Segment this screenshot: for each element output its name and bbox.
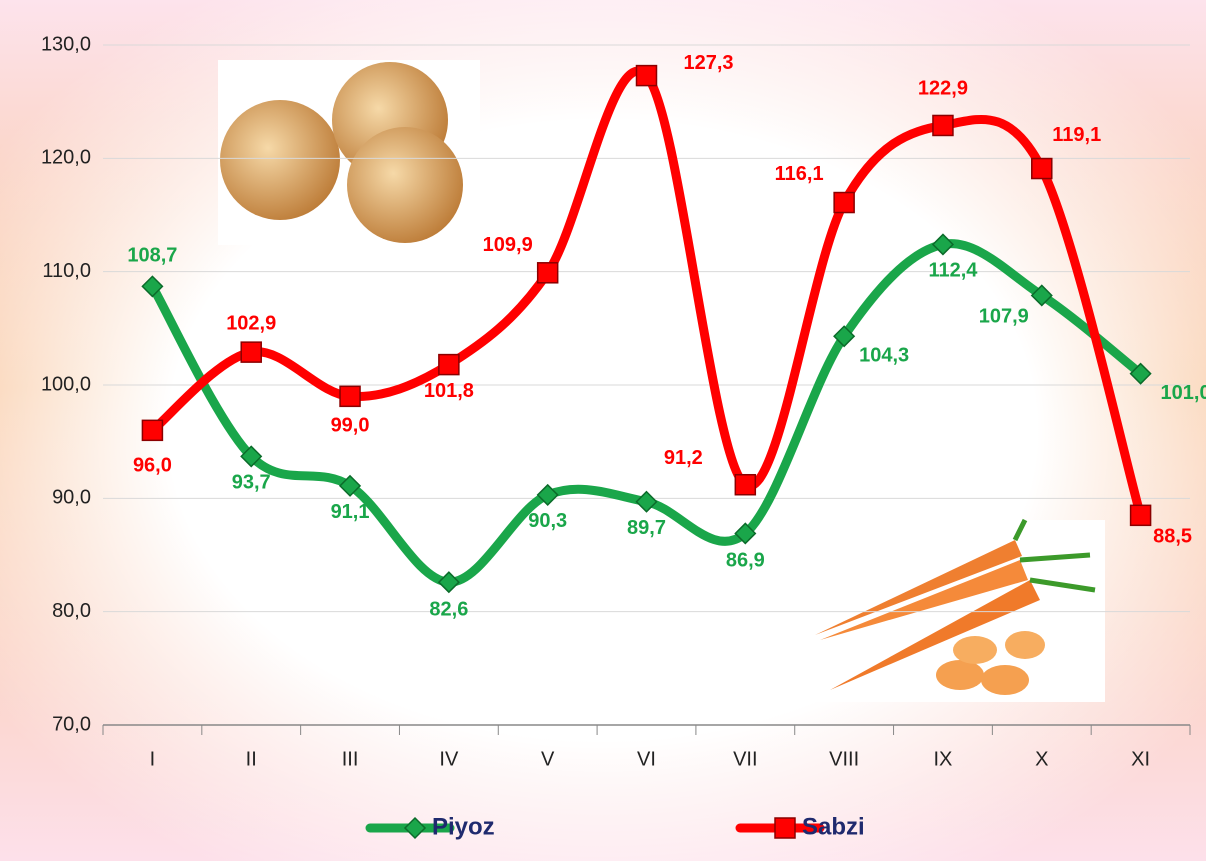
x-tick-label: X — [1035, 748, 1048, 770]
data-point — [536, 262, 559, 284]
data-label: 119,1 — [1052, 124, 1101, 146]
data-point — [240, 445, 263, 468]
legend-marker — [403, 816, 427, 840]
y-tick-label: 100,0 — [41, 373, 91, 395]
data-label: 93,7 — [232, 472, 271, 494]
data-point — [833, 325, 856, 348]
x-tick-label: IV — [439, 748, 459, 770]
data-label: 104,3 — [859, 345, 909, 367]
data-label: 109,9 — [483, 234, 533, 256]
x-tick-label: IX — [934, 748, 953, 770]
data-label: 99,0 — [331, 415, 370, 437]
data-point — [833, 191, 855, 214]
y-tick-label: 130,0 — [41, 33, 91, 55]
data-label: 122,9 — [918, 78, 968, 100]
y-tick-label: 80,0 — [52, 600, 91, 622]
data-point — [1129, 362, 1152, 385]
data-label: 127,3 — [683, 52, 733, 74]
x-tick-label: V — [541, 748, 555, 770]
x-tick-label: II — [246, 748, 257, 770]
data-point — [438, 353, 460, 376]
data-point — [1030, 284, 1053, 307]
data-point — [1031, 157, 1053, 180]
data-point — [141, 419, 164, 442]
x-tick-label: III — [342, 748, 359, 770]
data-point — [338, 474, 362, 497]
y-tick-label: 110,0 — [42, 260, 91, 282]
data-point — [635, 64, 658, 87]
x-tick-label: XI — [1131, 748, 1150, 770]
x-tick-label: VIII — [829, 748, 859, 770]
carrot-picture — [810, 518, 1105, 702]
data-label: 88,5 — [1153, 526, 1192, 548]
data-label: 90,3 — [528, 510, 567, 532]
data-point — [1129, 504, 1152, 527]
legend-label: Sabzi — [802, 813, 865, 840]
data-label: 86,9 — [726, 550, 765, 572]
data-label: 89,7 — [627, 517, 666, 539]
y-tick-label: 90,0 — [52, 487, 91, 509]
data-label: 82,6 — [429, 598, 468, 620]
data-label: 102,9 — [226, 312, 276, 334]
y-tick-label: 70,0 — [52, 713, 91, 735]
y-tick-label: 120,0 — [41, 147, 91, 169]
data-label: 101,0 — [1161, 382, 1206, 404]
data-point — [240, 341, 262, 363]
data-label: 116,1 — [775, 163, 824, 185]
data-point — [141, 275, 164, 298]
legend-label: Piyoz — [432, 813, 495, 840]
x-tick-label: VII — [733, 748, 757, 770]
legend-marker — [774, 817, 796, 839]
data-label: 96,0 — [133, 455, 172, 477]
data-label: 112,4 — [928, 260, 978, 282]
data-label: 101,8 — [424, 380, 474, 402]
data-point — [734, 522, 757, 545]
x-tick-label: I — [150, 748, 156, 770]
data-label: 107,9 — [979, 306, 1029, 328]
data-point — [536, 483, 559, 506]
data-label: 108,7 — [127, 245, 177, 267]
data-point — [339, 385, 361, 408]
data-point — [437, 571, 460, 594]
data-point — [635, 490, 658, 513]
x-tick-label: VI — [637, 748, 656, 770]
onion-picture — [218, 60, 480, 245]
data-label: 91,1 — [331, 501, 370, 523]
data-point — [932, 114, 954, 137]
data-point — [734, 473, 757, 496]
data-label: 91,2 — [664, 447, 703, 469]
data-point — [931, 233, 955, 256]
